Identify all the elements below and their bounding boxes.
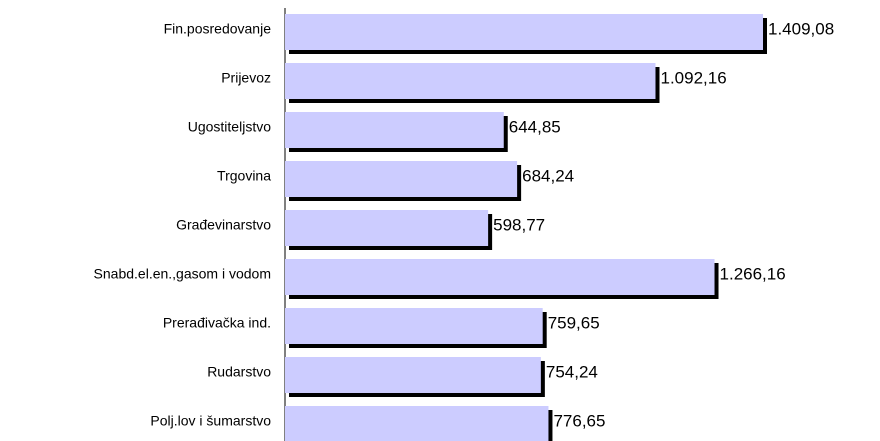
y-tick-label: Polj.lov i šumarstvo [150, 413, 271, 429]
y-tick-label: Fin.posredovanje [164, 21, 272, 37]
y-tick-label: Građevinarstvo [176, 217, 271, 233]
bar [285, 259, 715, 295]
value-label: 1.266,16 [720, 264, 786, 283]
value-label: 776,65 [553, 411, 605, 430]
y-tick-label: Snabd.el.en.,gasom i vodom [94, 266, 271, 282]
bar [285, 308, 543, 344]
value-label: 754,24 [546, 362, 598, 381]
bar [285, 357, 541, 393]
value-label: 598,77 [493, 215, 545, 234]
value-label: 1.092,16 [660, 68, 726, 87]
y-tick-label: Rudarstvo [207, 364, 271, 380]
bar [285, 161, 518, 197]
value-label: 1.409,08 [768, 19, 834, 38]
bar [285, 210, 489, 246]
value-label: 684,24 [522, 166, 574, 185]
y-tick-label: Prerađivačka ind. [163, 315, 271, 331]
value-label: 644,85 [509, 117, 561, 136]
bar [285, 63, 656, 99]
y-tick-label: Trgovina [217, 168, 271, 184]
bar [285, 14, 763, 50]
bar [285, 112, 504, 148]
y-tick-label: Ugostiteljstvo [188, 119, 271, 135]
y-tick-label: Prijevoz [221, 70, 271, 86]
bar [285, 406, 549, 441]
value-label: 759,65 [548, 313, 600, 332]
